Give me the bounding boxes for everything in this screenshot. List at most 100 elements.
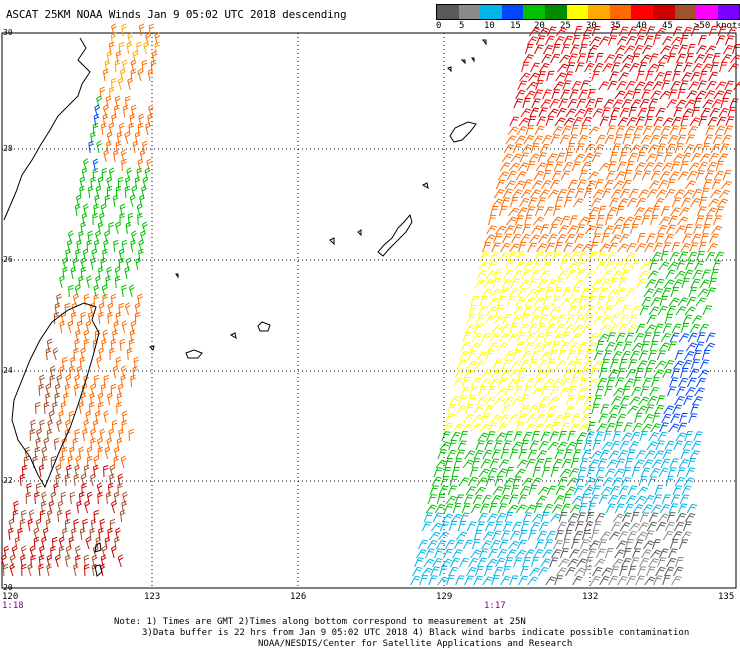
wind-barb bbox=[703, 53, 714, 64]
wind-barb bbox=[537, 404, 546, 415]
wind-barb bbox=[530, 477, 542, 487]
wind-barb bbox=[691, 107, 701, 118]
wind-barb bbox=[655, 189, 667, 199]
wind-barb bbox=[461, 503, 471, 514]
wind-barb bbox=[649, 260, 659, 271]
wind-barb bbox=[489, 332, 501, 343]
wind-barb bbox=[625, 287, 637, 298]
wind-barb bbox=[73, 473, 80, 487]
wind-barb bbox=[643, 81, 655, 91]
wind-barb bbox=[607, 80, 618, 91]
wind-barb bbox=[529, 521, 541, 532]
wind-barb bbox=[107, 311, 113, 325]
wind-barb bbox=[598, 413, 608, 424]
wind-barb bbox=[129, 194, 136, 208]
wind-barb bbox=[565, 188, 576, 199]
wind-barb bbox=[532, 135, 544, 145]
wind-barb bbox=[120, 374, 127, 388]
wind-barb bbox=[98, 527, 104, 541]
wind-barb bbox=[517, 207, 528, 217]
wind-barb bbox=[562, 413, 572, 424]
wind-barb bbox=[657, 305, 669, 316]
wind-barb bbox=[509, 575, 519, 586]
longitude-label: 123 bbox=[144, 592, 161, 602]
wind-barb bbox=[601, 567, 613, 577]
wind-barb bbox=[667, 341, 677, 352]
wind-barb bbox=[682, 314, 693, 325]
wind-barb bbox=[637, 189, 649, 199]
wind-barb bbox=[621, 557, 632, 568]
wind-barb bbox=[694, 54, 705, 64]
wind-barb bbox=[561, 377, 572, 388]
wind-barb bbox=[587, 548, 597, 559]
wind-barb bbox=[544, 413, 554, 424]
wind-barb bbox=[467, 476, 479, 487]
wind-barb bbox=[509, 449, 519, 460]
wind-barb bbox=[137, 212, 143, 226]
wind-barb bbox=[672, 360, 685, 370]
wind-barb bbox=[679, 80, 689, 91]
wind-barb bbox=[582, 486, 594, 496]
wind-barb bbox=[82, 428, 88, 442]
wind-barb bbox=[603, 430, 612, 442]
wind-barb bbox=[526, 81, 538, 91]
wind-barb bbox=[513, 305, 525, 316]
wind-barb bbox=[683, 395, 693, 406]
wind-barb bbox=[687, 332, 698, 343]
wind-barb bbox=[714, 206, 725, 217]
wind-barb bbox=[107, 527, 113, 541]
wind-barb bbox=[548, 396, 560, 406]
wind-barb bbox=[515, 376, 525, 388]
wind-barb bbox=[646, 521, 657, 532]
wind-barb bbox=[562, 287, 572, 298]
wind-barb bbox=[639, 305, 650, 316]
wind-barb bbox=[619, 107, 630, 118]
wind-barb bbox=[697, 161, 709, 172]
wind-barb bbox=[430, 566, 440, 577]
wind-barb bbox=[527, 530, 537, 541]
wind-barb bbox=[103, 374, 110, 388]
wind-barb bbox=[644, 242, 655, 253]
wind-barb bbox=[76, 500, 83, 514]
wind-barb bbox=[552, 251, 562, 262]
wind-barb bbox=[108, 41, 115, 55]
wind-barb bbox=[42, 527, 49, 541]
wind-barb bbox=[506, 216, 518, 226]
wind-barb bbox=[634, 495, 647, 505]
wind-barb bbox=[692, 269, 703, 280]
wind-barb bbox=[513, 224, 523, 235]
wind-barb bbox=[700, 188, 710, 199]
wind-barb bbox=[652, 81, 663, 91]
wind-barb bbox=[552, 126, 564, 136]
wind-barb bbox=[539, 270, 551, 280]
wind-barb bbox=[649, 134, 660, 145]
wind-barb bbox=[621, 512, 632, 523]
wind-barb bbox=[92, 122, 99, 136]
wind-barb bbox=[443, 503, 454, 514]
wind-barb bbox=[662, 117, 674, 127]
wind-barb bbox=[436, 539, 447, 550]
wind-barb bbox=[487, 260, 498, 271]
wind-barb bbox=[484, 440, 494, 451]
wind-barb bbox=[574, 108, 586, 118]
wind-barb bbox=[689, 323, 701, 334]
wind-barb bbox=[653, 450, 665, 460]
wind-barbs-east-pass bbox=[410, 25, 740, 586]
wind-barb bbox=[124, 302, 131, 316]
wind-barb bbox=[552, 205, 562, 217]
wind-barb bbox=[547, 233, 558, 244]
wind-barb bbox=[659, 548, 669, 559]
wind-barb bbox=[626, 449, 636, 460]
wind-barb bbox=[572, 243, 584, 253]
wind-barb bbox=[145, 122, 151, 136]
wind-barb bbox=[461, 423, 473, 433]
wind-barb bbox=[148, 104, 154, 118]
wind-barb bbox=[655, 440, 665, 451]
wind-barb bbox=[107, 392, 113, 406]
wind-barb bbox=[492, 486, 504, 496]
wind-barb bbox=[549, 557, 559, 568]
wind-barb bbox=[116, 402, 122, 415]
wind-barb bbox=[141, 185, 147, 199]
wind-barb bbox=[563, 449, 573, 460]
wind-barb bbox=[534, 251, 544, 262]
